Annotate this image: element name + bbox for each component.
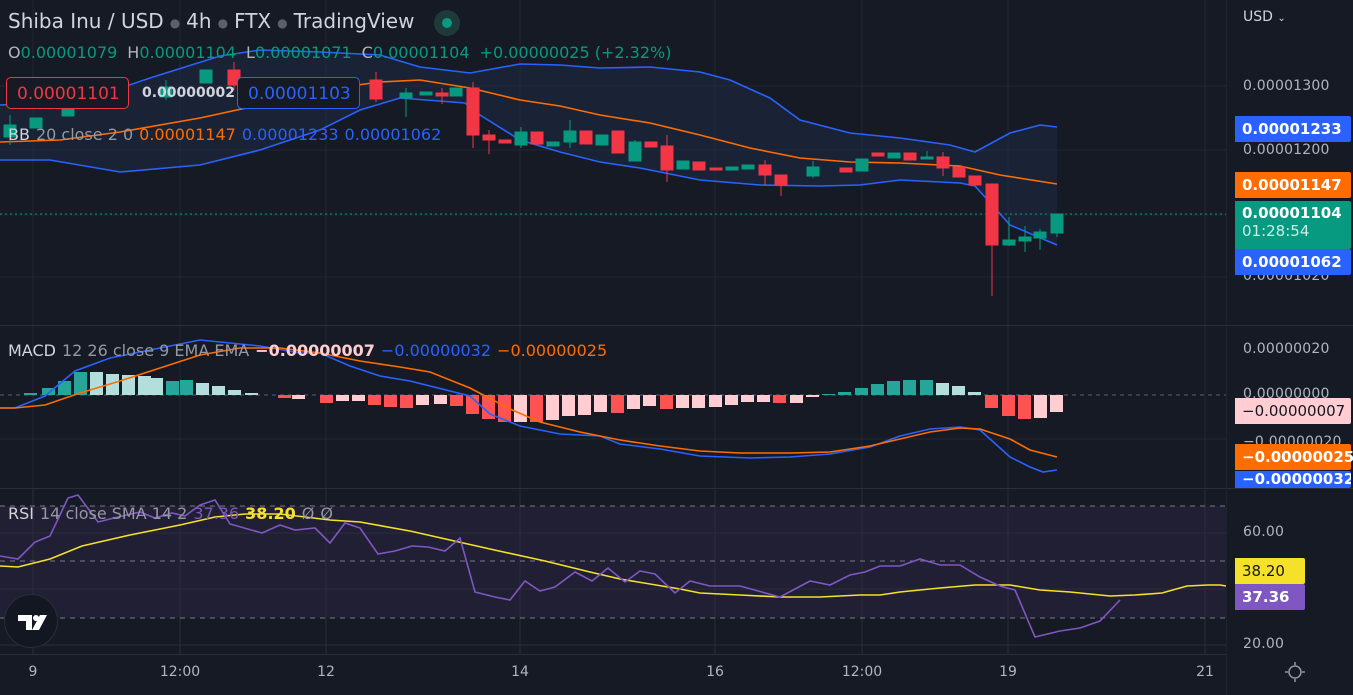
bb-basis: 0.00001147 xyxy=(139,125,236,144)
chart-settings-button[interactable] xyxy=(1284,661,1306,683)
rsi-params: 14 close SMA 14 2 xyxy=(40,504,188,523)
chevron-down-icon: ⌄ xyxy=(1277,13,1286,24)
bar-countdown: 01:28:54 xyxy=(1242,222,1310,240)
time-axis[interactable]: 9 12:00 12 14 16 12:00 19 21 xyxy=(0,655,1226,695)
rsi-value: 37.36 xyxy=(193,504,240,523)
bb-lower: 0.00001062 xyxy=(344,125,442,144)
rsi-na-2: Ø xyxy=(320,504,333,523)
rsi-pane[interactable]: RSI 14 close SMA 14 2 37.36 38.20 Ø Ø xyxy=(0,489,1226,654)
rsi-sma-tag: 38.20 xyxy=(1235,558,1305,584)
spread-value: 0.00000002 xyxy=(142,85,235,101)
rsi-value-tag: 37.36 xyxy=(1235,584,1305,610)
macd-signal-tag: −0.00000025 xyxy=(1235,444,1353,470)
time-tick: 12 xyxy=(317,664,335,680)
time-tick: 14 xyxy=(511,664,529,680)
price-pane[interactable]: Shiba Inu / USD ● 4h ● FTX ● TradingView O0.00… xyxy=(0,0,1226,325)
bb-lower-tag: 0.00001062 xyxy=(1235,249,1351,275)
bb-basis-tag: 0.00001147 xyxy=(1235,172,1351,198)
macd-axis[interactable]: 0.00000020 0.00000000 −0.00000020 −0.000… xyxy=(1226,326,1353,488)
bb-params: 20 close 2 0 xyxy=(35,125,134,144)
macd-tick: 0.00000020 xyxy=(1243,341,1330,357)
exchange: FTX xyxy=(234,9,272,33)
open-value: 0.00001079 xyxy=(20,43,118,62)
rsi-legend[interactable]: RSI 14 close SMA 14 2 37.36 38.20 Ø Ø xyxy=(8,504,339,523)
buy-button[interactable]: 0.00001103 xyxy=(237,77,360,109)
macd-signal-value: −0.00000025 xyxy=(497,341,608,360)
macd-chart-canvas[interactable] xyxy=(0,326,1226,488)
bb-upper-tag: 0.00001233 xyxy=(1235,116,1351,142)
high-label: H xyxy=(127,43,140,62)
tradingview-logo[interactable] xyxy=(4,594,58,648)
low-label: L xyxy=(246,43,255,62)
rsi-axis[interactable]: 60.00 20.00 38.20 37.36 xyxy=(1226,489,1353,654)
macd-legend[interactable]: MACD 12 26 close 9 EMA EMA −0.00000007 −0.0… xyxy=(8,341,613,360)
currency-label: USD xyxy=(1243,9,1273,25)
rsi-name: RSI xyxy=(8,504,34,523)
time-tick: 19 xyxy=(999,664,1017,680)
rsi-tick: 20.00 xyxy=(1243,636,1285,652)
interval[interactable]: 4h xyxy=(186,9,212,33)
chart-title: Shiba Inu / USD ● 4h ● FTX ● TradingView xyxy=(8,9,461,36)
close-label: C xyxy=(361,43,373,62)
low-value: 0.00001071 xyxy=(254,43,352,62)
macd-params: 12 26 close 9 EMA EMA xyxy=(61,341,250,360)
macd-histogram-tag: −0.00000007 xyxy=(1235,398,1351,424)
price-tick: 0.00001300 xyxy=(1243,78,1330,94)
rsi-tick: 60.00 xyxy=(1243,524,1285,540)
rsi-na-1: Ø xyxy=(301,504,315,523)
source: TradingView xyxy=(293,9,415,33)
macd-name: MACD xyxy=(8,341,56,360)
time-tick: 9 xyxy=(28,664,38,680)
pane-divider[interactable] xyxy=(0,325,1353,326)
bb-legend[interactable]: BB 20 close 2 0 0.00001147 0.00001233 0.0000… xyxy=(8,125,447,144)
last-price-tag: 0.00001104 01:28:54 xyxy=(1235,201,1351,249)
rsi-sma-value: 38.20 xyxy=(245,504,296,523)
time-axis-divider xyxy=(0,654,1226,655)
close-value: 0.00001104 xyxy=(372,43,470,62)
last-price-value: 0.00001104 xyxy=(1242,204,1342,222)
live-dot-icon xyxy=(434,9,461,36)
time-tick: 12:00 xyxy=(841,664,883,680)
bb-name: BB xyxy=(8,125,30,144)
sun-settings-icon xyxy=(1285,662,1305,682)
open-label: O xyxy=(8,43,21,62)
sell-button[interactable]: 0.00001101 xyxy=(6,77,129,109)
pane-divider[interactable] xyxy=(0,488,1353,489)
time-tick: 16 xyxy=(706,664,724,680)
change-value: +0.00000025 (+2.32%) xyxy=(479,43,672,62)
symbol-name[interactable]: Shiba Inu / USD xyxy=(8,9,164,33)
currency-selector[interactable]: USD ⌄ xyxy=(1243,9,1286,25)
candles xyxy=(3,62,1064,296)
high-value: 0.00001104 xyxy=(139,43,237,62)
macd-value: −0.00000032 xyxy=(380,341,492,360)
bb-upper: 0.00001233 xyxy=(241,125,339,144)
macd-line-tag: −0.00000032 xyxy=(1235,471,1351,488)
ohlc-legend: O0.00001079 H0.00001104 L0.00001071 C0.0000… xyxy=(8,43,681,62)
axis-divider xyxy=(1226,0,1227,695)
time-tick: 21 xyxy=(1196,664,1214,680)
macd-histogram-value: −0.00000007 xyxy=(255,341,375,360)
price-tick: 0.00001200 xyxy=(1243,142,1330,158)
macd-pane[interactable]: MACD 12 26 close 9 EMA EMA −0.00000007 −0.0… xyxy=(0,326,1226,488)
time-tick: 12:00 xyxy=(159,664,201,680)
price-axis[interactable]: USD ⌄ 0.00001300 0.00001200 0.00001020 0… xyxy=(1226,0,1353,325)
tradingview-logo-icon xyxy=(18,615,47,630)
